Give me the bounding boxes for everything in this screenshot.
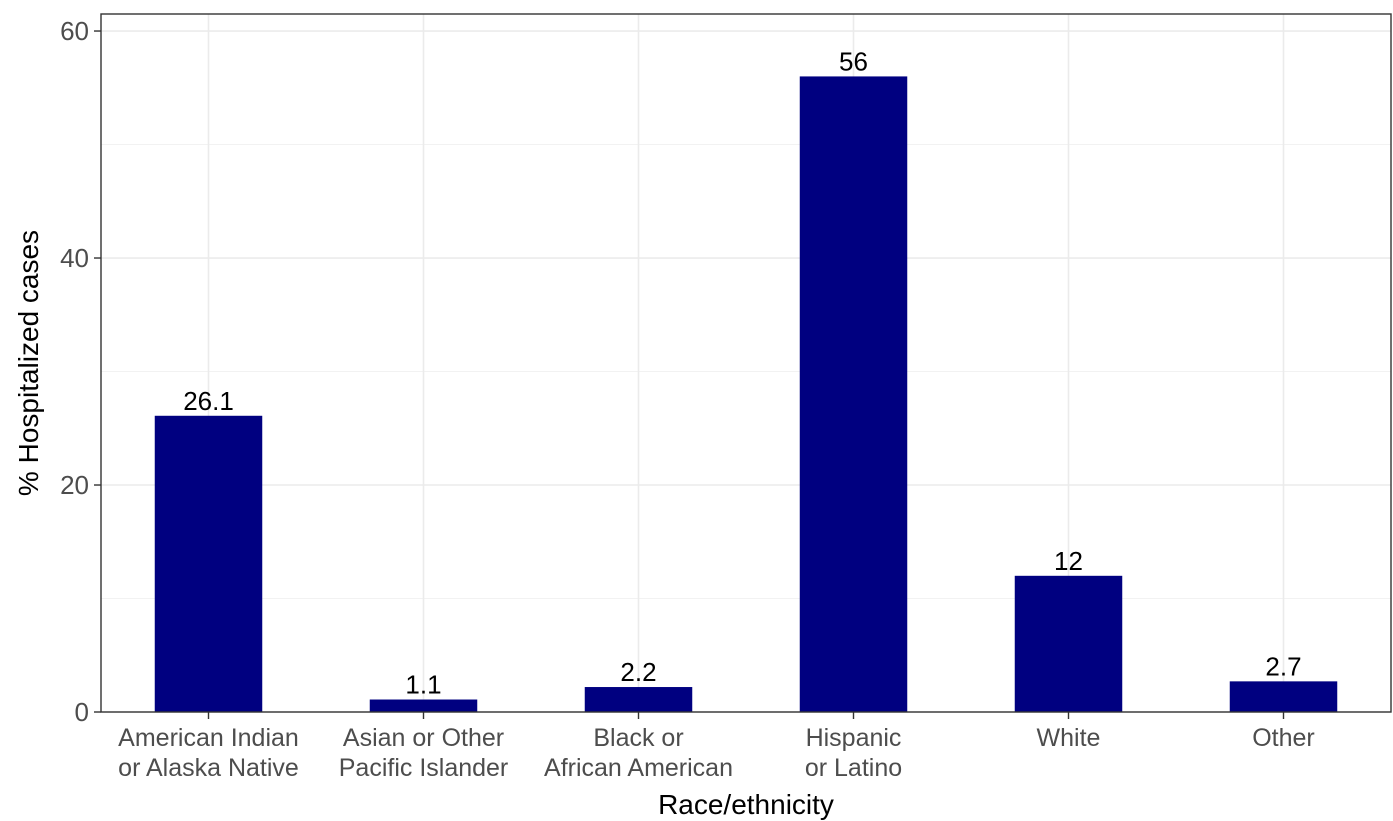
- y-tick-label: 20: [60, 470, 89, 500]
- x-tick-label: American Indian or Alaska Native: [118, 724, 299, 782]
- data-labels: 26.1 1.1 2.2 56 12 2.7: [183, 46, 1301, 699]
- bar-value-label: 1.1: [405, 670, 441, 700]
- y-axis-title: % Hospitalized cases: [13, 230, 44, 496]
- x-tick-label: Black or African American: [544, 724, 733, 782]
- bar: [1014, 575, 1123, 712]
- bar-value-label: 56: [839, 46, 868, 76]
- bar-value-label: 2.2: [620, 657, 656, 687]
- y-tick-label: 0: [75, 697, 89, 727]
- bars: [154, 76, 1338, 712]
- x-tick-label: Asian or Other Pacific Islander: [339, 724, 509, 782]
- bar-value-label: 12: [1054, 546, 1083, 576]
- x-tick-label: Hispanic or Latino: [805, 724, 902, 782]
- grid-lines: [101, 14, 1391, 713]
- x-axis: American Indian or Alaska Native Asian or …: [118, 712, 1315, 782]
- bar-value-label: 2.7: [1265, 651, 1301, 681]
- bar-value-label: 26.1: [183, 386, 234, 416]
- y-axis: 0 20 40 60: [60, 16, 101, 727]
- plot-panel-border: [100, 13, 1392, 713]
- bar: [154, 415, 263, 712]
- bar: [369, 699, 478, 712]
- bar: [799, 76, 908, 712]
- x-axis-title: Race/ethnicity: [658, 789, 834, 820]
- x-tick-label: White: [1037, 724, 1101, 752]
- bar: [1229, 681, 1338, 712]
- bar: [584, 687, 693, 712]
- x-tick-label: Other: [1252, 724, 1315, 752]
- y-tick-label: 60: [60, 16, 89, 46]
- y-tick-label: 40: [60, 243, 89, 273]
